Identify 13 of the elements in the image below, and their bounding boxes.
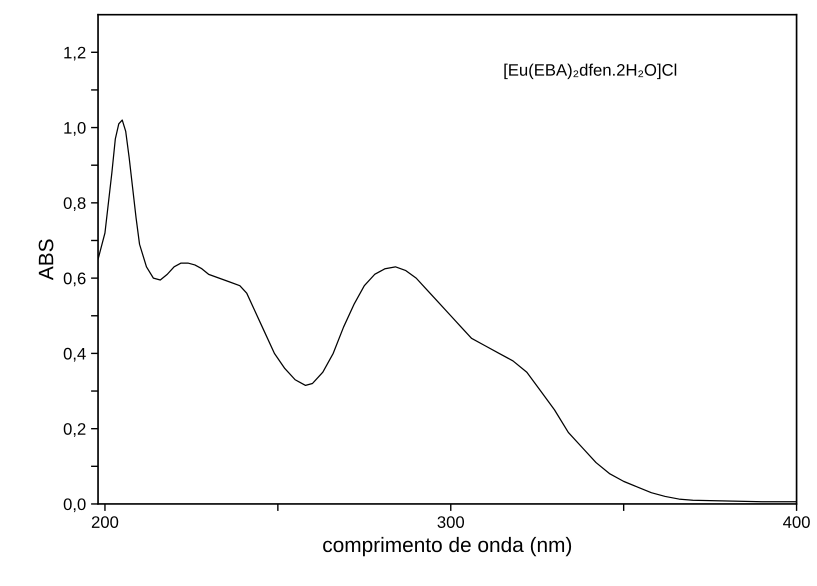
y-tick-label: 0,2 [64,423,86,437]
y-tick-label: 0,8 [64,197,86,212]
y-tick-label: 0,0 [64,498,86,512]
x-axis-title: comprimento de onda (nm) [323,536,572,556]
y-tick-label: 1,2 [64,46,86,60]
y-axis-title: ABS [38,239,54,280]
y-tick-label: 0,4 [64,348,86,362]
annotation: [Eu(EBA)₂dfen.2H₂O]Cl [504,64,676,80]
x-tick-label: 400 [783,516,810,528]
y-tick-label: 1,0 [64,122,86,136]
x-tick-label: 200 [92,516,118,528]
x-tick-label: 300 [438,516,464,528]
y-tick-label: 0,6 [64,272,86,286]
